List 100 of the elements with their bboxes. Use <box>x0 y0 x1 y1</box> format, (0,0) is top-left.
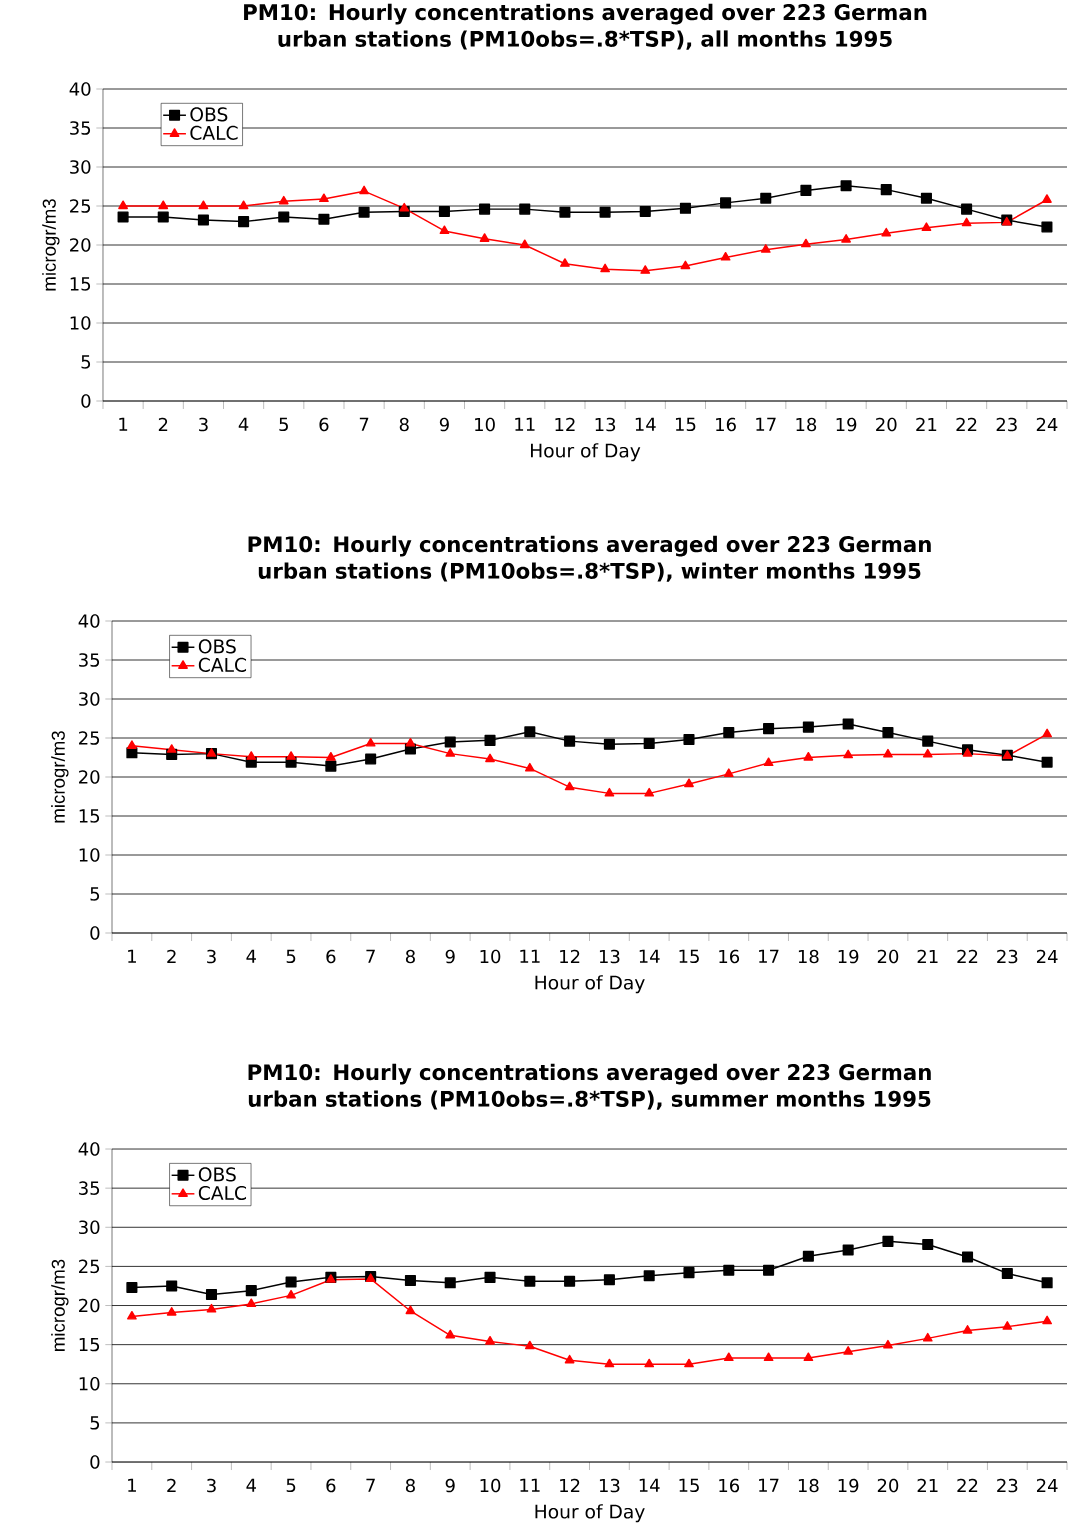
y-tick-label: 35 <box>79 653 100 667</box>
x-tick-label: 18 <box>796 417 817 432</box>
x-tick-label: 17 <box>759 1478 779 1492</box>
y-axis-title: microgr/m3 <box>42 199 60 291</box>
x-tick-label: 23 <box>997 1478 1018 1493</box>
x-tick-label: 10 <box>475 417 495 432</box>
x-tick-label: 24 <box>1036 949 1058 964</box>
x-tick-label: 2 <box>167 949 176 964</box>
y-tick-label: 40 <box>69 82 91 96</box>
y-axis-title: microgr/m3 <box>51 1259 69 1351</box>
x-tick-label: 1 <box>128 1478 136 1492</box>
x-tick-label: 3 <box>207 1478 216 1493</box>
chart-title: PM10: Hourly concentrations averaged over 223 German urban stations (PM10obs=.8*TSP), summer months 1995 <box>248 1063 931 1110</box>
x-tick-label: 14 <box>635 417 656 431</box>
x-tick-label: 20 <box>877 1478 899 1493</box>
x-tick-label: 1 <box>119 417 128 431</box>
y-tick-label: 20 <box>79 1298 100 1313</box>
x-tick-label: 19 <box>836 417 857 432</box>
y-axis-title: microgr/m3 <box>51 731 69 823</box>
y-tick-label: 30 <box>70 160 91 174</box>
y-tick-label: 5 <box>90 887 100 901</box>
legend-label: CALC <box>198 657 247 672</box>
x-tick-label: 6 <box>326 1478 336 1493</box>
legend-label: OBS <box>198 1167 236 1182</box>
x-tick-label: 21 <box>917 949 938 964</box>
x-tick-label: 16 <box>716 417 736 432</box>
x-tick-label: 21 <box>916 417 937 432</box>
y-tick-label: 40 <box>78 614 100 628</box>
x-tick-label: 22 <box>956 417 977 432</box>
x-tick-label: 4 <box>238 417 249 431</box>
y-tick-label: 30 <box>79 692 100 706</box>
x-tick-label: 9 <box>445 949 455 964</box>
legend-label: CALC <box>198 1185 247 1201</box>
chart-title: PM10: Hourly concentrations averaged over 223 German urban stations (PM10obs=.8*TSP), winter months 1995 <box>248 535 931 582</box>
y-tick-label: 20 <box>79 770 100 784</box>
y-tick-label: 10 <box>79 848 100 862</box>
x-tick-label: 7 <box>366 1478 375 1492</box>
y-tick-label: 5 <box>81 355 91 369</box>
y-tick-label: 15 <box>79 1337 100 1352</box>
y-tick-label: 25 <box>79 1259 100 1274</box>
x-tick-label: 13 <box>599 949 620 964</box>
x-axis-title: Hour of Day <box>535 1504 645 1523</box>
y-tick-label: 15 <box>79 809 100 823</box>
x-tick-label: 3 <box>207 949 216 964</box>
x-tick-label: 12 <box>555 417 575 432</box>
x-tick-label: 16 <box>719 1478 740 1493</box>
x-tick-label: 6 <box>326 949 336 964</box>
y-tick-label: 20 <box>70 238 91 252</box>
x-tick-label: 15 <box>679 1478 699 1493</box>
x-tick-label: 10 <box>480 1478 501 1493</box>
y-tick-label: 5 <box>90 1416 100 1430</box>
x-tick-label: 19 <box>838 1478 859 1493</box>
chart-title: PM10: Hourly concentrations averaged over 223 German urban stations (PM10obs=.8*TSP), all months 1995 <box>244 3 927 50</box>
y-tick-label: 25 <box>70 199 91 213</box>
x-tick-label: 21 <box>917 1478 938 1493</box>
y-tick-label: 30 <box>79 1220 100 1235</box>
x-tick-label: 23 <box>996 417 1017 432</box>
x-tick-label: 2 <box>158 417 168 432</box>
y-tick-label: 10 <box>70 316 91 330</box>
x-tick-label: 7 <box>366 949 375 963</box>
x-tick-label: 15 <box>675 417 696 432</box>
x-tick-label: 24 <box>1036 417 1058 432</box>
legend-label: OBS <box>190 107 228 122</box>
x-tick-label: 11 <box>520 1478 540 1492</box>
x-tick-label: 5 <box>286 949 296 964</box>
x-tick-label: 14 <box>639 949 660 963</box>
x-tick-label: 18 <box>798 1478 819 1493</box>
x-tick-label: 12 <box>560 1478 580 1493</box>
y-tick-label: 10 <box>79 1376 100 1391</box>
x-tick-label: 13 <box>599 1478 620 1493</box>
x-tick-label: 2 <box>167 1478 176 1493</box>
legend-label: CALC <box>190 125 238 140</box>
x-tick-label: 4 <box>246 949 256 963</box>
x-tick-label: 4 <box>246 1478 256 1492</box>
y-tick-label: 0 <box>90 1455 100 1469</box>
y-tick-label: 15 <box>70 277 91 291</box>
x-tick-label: 20 <box>876 417 897 432</box>
x-tick-label: 17 <box>759 949 779 963</box>
x-tick-label: 3 <box>199 417 208 432</box>
x-tick-label: 10 <box>480 949 501 964</box>
x-tick-label: 12 <box>560 949 580 964</box>
x-tick-label: 9 <box>445 1478 455 1493</box>
x-tick-label: 5 <box>286 1478 296 1493</box>
x-tick-label: 8 <box>405 1478 415 1493</box>
x-tick-label: 22 <box>957 1478 978 1493</box>
x-axis-title: Hour of Day <box>531 443 641 462</box>
x-tick-label: 8 <box>399 417 409 432</box>
x-tick-label: 6 <box>319 417 329 432</box>
x-tick-label: 14 <box>639 1478 660 1492</box>
x-tick-label: 8 <box>405 949 415 964</box>
y-tick-label: 0 <box>81 394 91 408</box>
x-tick-label: 17 <box>756 417 776 431</box>
x-tick-label: 9 <box>439 417 449 432</box>
y-tick-label: 25 <box>79 731 100 745</box>
x-tick-label: 1 <box>128 949 136 963</box>
x-tick-label: 13 <box>595 417 616 432</box>
x-tick-label: 15 <box>679 949 699 964</box>
x-tick-label: 24 <box>1036 1478 1058 1493</box>
x-tick-label: 7 <box>359 417 369 431</box>
x-tick-label: 18 <box>798 949 819 964</box>
